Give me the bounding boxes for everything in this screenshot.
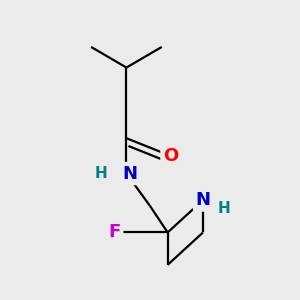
Text: F: F [109, 224, 121, 242]
Text: O: O [163, 147, 178, 165]
Text: H: H [95, 166, 108, 181]
Text: N: N [122, 165, 137, 183]
Text: N: N [196, 191, 211, 209]
Text: H: H [217, 201, 230, 216]
